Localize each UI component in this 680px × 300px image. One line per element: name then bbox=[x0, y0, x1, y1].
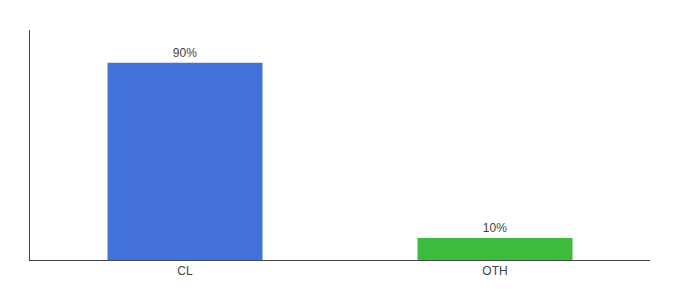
svg-text:10%: 10% bbox=[483, 221, 507, 235]
svg-text:CL: CL bbox=[177, 264, 193, 278]
svg-text:OTH: OTH bbox=[482, 264, 507, 278]
svg-text:90%: 90% bbox=[173, 46, 197, 60]
